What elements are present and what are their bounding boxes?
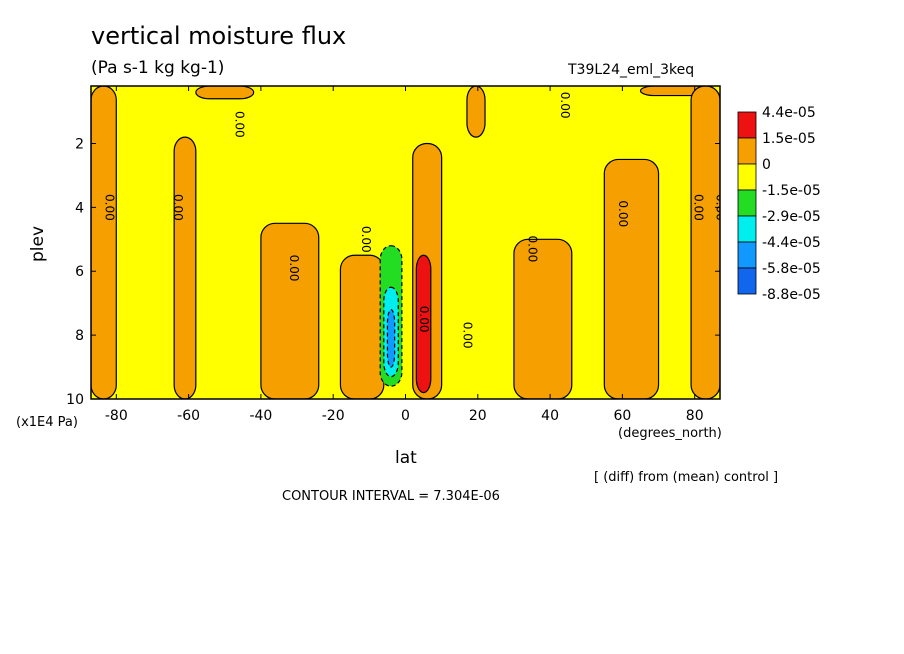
x-tick-label: 80 xyxy=(686,408,704,424)
colorbar-swatch xyxy=(737,267,757,295)
x-tick-label: 0 xyxy=(401,408,410,424)
colorbar-label: -5.8e-05 xyxy=(762,261,821,277)
y-axis-units: (x1E4 Pa) xyxy=(16,415,78,430)
contour-label: 0.00 xyxy=(287,255,301,282)
contour-label: 0.00 xyxy=(171,194,185,221)
colorbar-swatch xyxy=(737,189,757,217)
colorbar-label: 4.4e-05 xyxy=(762,105,816,121)
diff-note: [ (diff) from (mean) control ] xyxy=(594,470,779,485)
colorbar-label: -4.4e-05 xyxy=(762,235,821,251)
contour-label: 0.00 xyxy=(460,322,474,349)
x-tick-label: -40 xyxy=(249,408,272,424)
contour-label: 0.00 xyxy=(359,226,373,253)
x-tick-label: -60 xyxy=(177,408,200,424)
positive-flux-region xyxy=(260,222,320,399)
y-tick-label: 8 xyxy=(75,328,84,344)
chart-title: vertical moisture flux xyxy=(91,22,347,50)
contour-label: 0.00 xyxy=(102,194,116,221)
contour-label: 0.00 xyxy=(417,306,431,333)
positive-flux-region xyxy=(195,86,255,100)
contour-label: 0.00 xyxy=(525,236,539,263)
max-flux-region xyxy=(415,254,432,394)
x-tick-label: 20 xyxy=(469,408,487,424)
experiment-name: T39L24_eml_3keq xyxy=(568,62,695,78)
positive-flux-region xyxy=(690,86,720,399)
colorbar-label: -2.9e-05 xyxy=(762,209,821,225)
chart-units: (Pa s-1 kg kg-1) xyxy=(91,58,225,78)
y-tick-label: 6 xyxy=(75,264,84,280)
colorbar-swatch xyxy=(737,215,757,243)
x-tick-label: -20 xyxy=(322,408,345,424)
colorbar-label: -8.8e-05 xyxy=(762,287,821,303)
y-tick-label: 4 xyxy=(75,200,84,216)
colorbar-swatch xyxy=(737,111,757,139)
colorbar-label: 1.5e-05 xyxy=(762,131,816,147)
x-tick-label: 40 xyxy=(541,408,559,424)
colorbar-label: 0 xyxy=(762,157,771,173)
colorbar-swatch xyxy=(737,137,757,165)
positive-flux-region xyxy=(466,86,486,138)
negative-flux-region xyxy=(386,308,396,368)
positive-flux-region xyxy=(91,86,117,399)
positive-flux-region xyxy=(513,238,573,399)
contour-label: 0.00 xyxy=(692,194,706,221)
positive-flux-region xyxy=(339,254,385,399)
x-tick-label: 60 xyxy=(613,408,631,424)
x-axis-label: lat xyxy=(395,448,417,468)
colorbar-label: -1.5e-05 xyxy=(762,183,821,199)
contour-interval: CONTOUR INTERVAL = 7.304E-06 xyxy=(282,489,500,504)
positive-flux-region xyxy=(603,158,660,399)
colorbar-swatch xyxy=(737,163,757,191)
y-tick-label: 2 xyxy=(75,136,84,152)
positive-flux-region xyxy=(173,136,197,399)
x-axis-units: (degrees_north) xyxy=(618,426,722,441)
colorbar-swatch xyxy=(737,241,757,269)
x-tick-label: -80 xyxy=(105,408,128,424)
y-tick-label: 10 xyxy=(66,392,84,408)
contour-label: 0.00 xyxy=(233,111,247,138)
contour-label: 0.00 xyxy=(558,92,572,119)
contour-label: 0.00 xyxy=(616,200,630,227)
